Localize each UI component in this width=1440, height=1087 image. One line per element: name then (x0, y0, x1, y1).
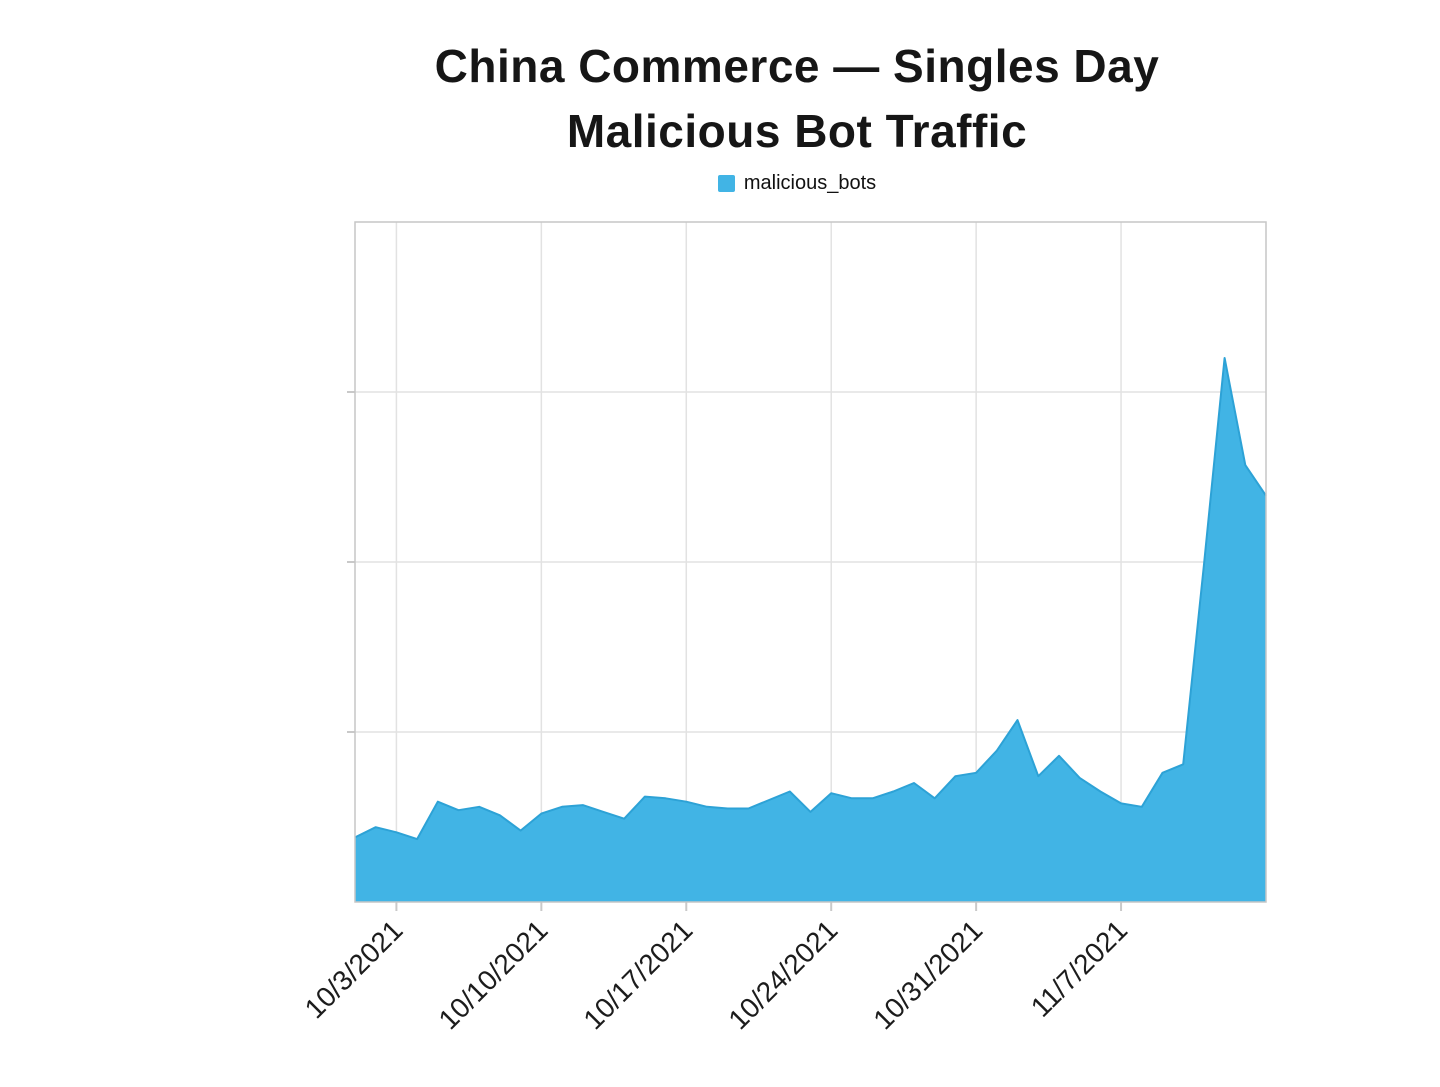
legend: malicious_bots (357, 172, 1237, 195)
x-tick-label: 10/17/2021 (578, 914, 699, 1035)
x-tick-label: 11/7/2021 (1025, 914, 1134, 1023)
chart-title-line1: China Commerce — Singles Day (434, 40, 1160, 92)
plot-border (354, 221, 1267, 903)
legend-label: malicious_bots (743, 172, 877, 194)
chart-title: China Commerce — Singles Day Malicious B… (357, 34, 1237, 164)
x-tick-label: 10/3/2021 (299, 914, 409, 1024)
malicious-bots-area (355, 358, 1266, 902)
chart-title-line2: Malicious Bot Traffic (566, 105, 1028, 157)
malicious-bots-line (354, 357, 1267, 841)
x-tick-label: 10/10/2021 (433, 914, 554, 1035)
legend-swatch-icon (717, 175, 735, 192)
x-tick-label: 10/24/2021 (722, 914, 843, 1035)
x-tick-label: 10/31/2021 (867, 914, 988, 1035)
